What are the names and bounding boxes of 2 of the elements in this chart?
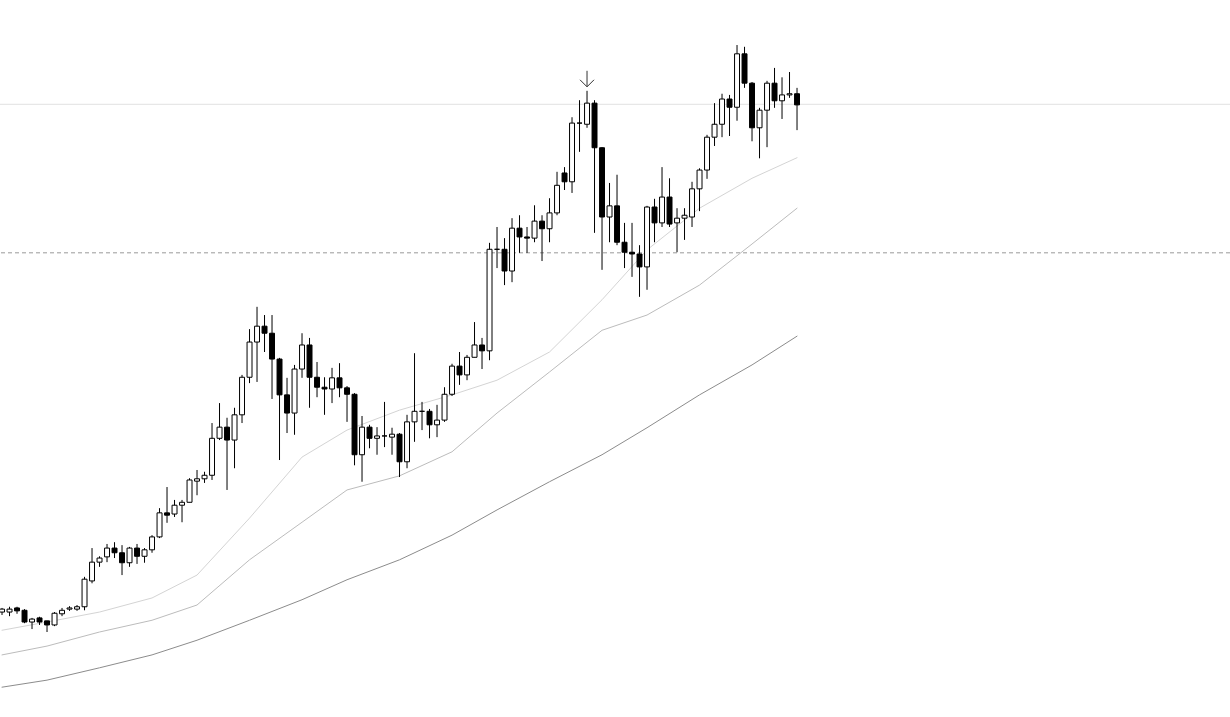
- candlestick: [576, 99, 583, 153]
- candlestick: [381, 401, 388, 448]
